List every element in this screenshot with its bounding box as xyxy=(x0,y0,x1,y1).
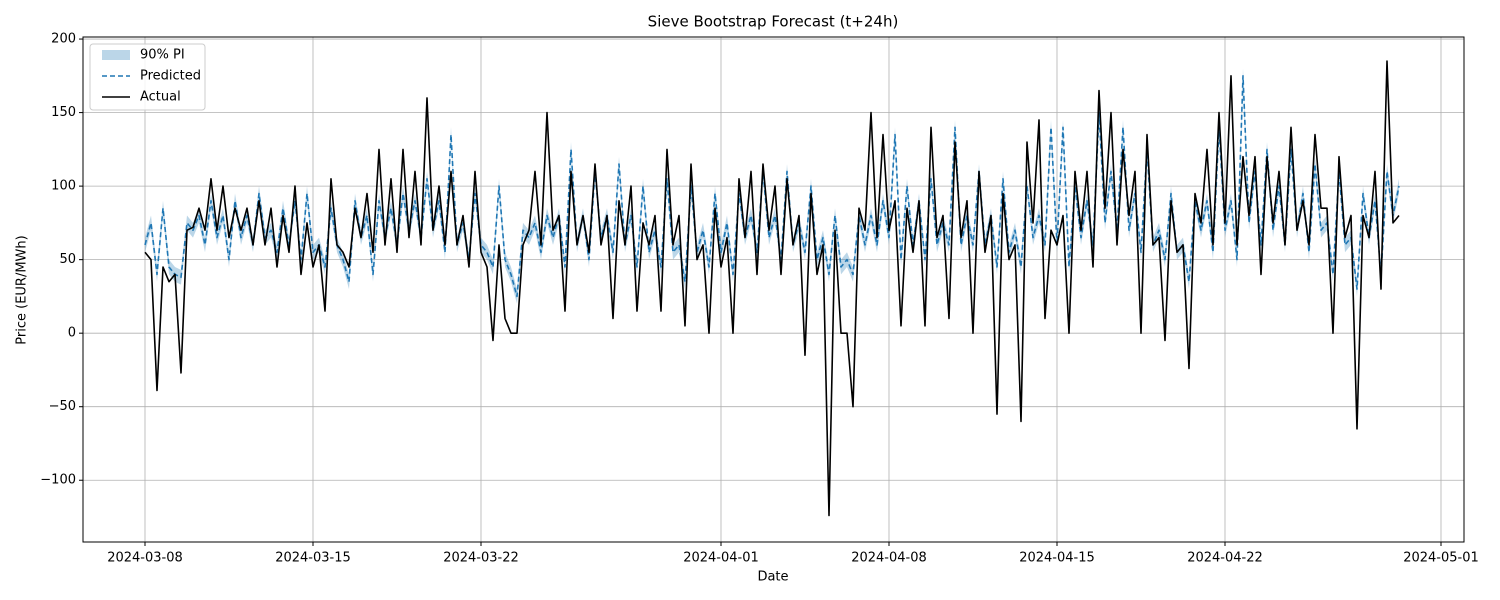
x-tick-label: 2024-03-15 xyxy=(275,551,351,566)
y-tick-label: 150 xyxy=(51,105,76,120)
x-tick-label: 2024-03-08 xyxy=(107,551,183,566)
x-tick-label: 2024-04-22 xyxy=(1187,551,1263,566)
y-tick-label: 0 xyxy=(68,326,76,341)
plot-area xyxy=(144,60,1400,517)
axes: −100 −50 0 50 100 150 200 2024-03-08 2024-03-15 2… xyxy=(40,32,1479,566)
legend-swatch xyxy=(102,50,130,60)
y-tick-label: 50 xyxy=(59,252,76,267)
axes-frame xyxy=(82,36,1465,543)
legend-box xyxy=(89,43,206,111)
legend-label: 90% PI xyxy=(140,48,185,63)
y-tick-label: −50 xyxy=(49,399,76,414)
legend-label: Predicted xyxy=(140,69,201,84)
actual-line xyxy=(144,60,1400,517)
x-axis-label: Date xyxy=(757,570,788,585)
x-tick-label: 2024-05-01 xyxy=(1403,551,1479,566)
grid xyxy=(83,37,1464,542)
x-tick-label: 2024-03-22 xyxy=(443,551,519,566)
y-tick-label: 100 xyxy=(51,179,76,194)
x-tick-label: 2024-04-15 xyxy=(1019,551,1095,566)
chart-title: Sieve Bootstrap Forecast (t+24h) xyxy=(648,13,899,31)
x-tick-label: 2024-04-08 xyxy=(851,551,927,566)
y-axis-label: Price (EUR/MWh) xyxy=(15,235,30,344)
legend-label: Actual xyxy=(140,90,181,105)
legend: 90% PI Predicted Actual xyxy=(89,43,206,111)
y-tick-label: −100 xyxy=(40,473,76,488)
y-tick-label: 200 xyxy=(51,32,76,47)
prediction-interval xyxy=(145,68,1399,304)
x-tick-label: 2024-04-01 xyxy=(683,551,759,566)
